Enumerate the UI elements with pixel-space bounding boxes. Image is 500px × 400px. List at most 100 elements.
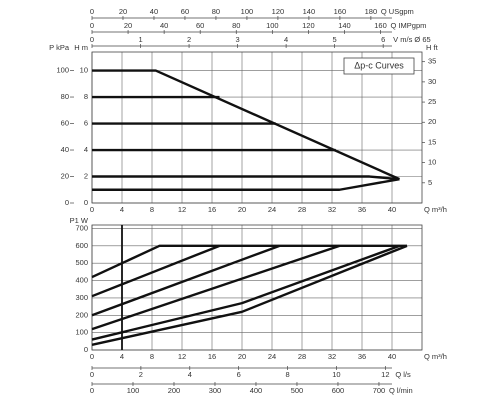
- curve: [91, 244, 340, 331]
- x-tick-label: 0: [90, 352, 94, 361]
- axis-tick-label: 200: [168, 386, 181, 395]
- y-tick-label: 300: [75, 293, 88, 302]
- axis-tick-label: 0: [90, 35, 94, 44]
- axis-label: Q USgpm: [381, 7, 414, 16]
- x-tick-label: 40: [388, 352, 396, 361]
- x-tick-label: 24: [268, 352, 276, 361]
- axis-tick-label: 0: [90, 370, 94, 379]
- axis-tick-label: 0: [90, 386, 94, 395]
- axis-tick-label: 0: [90, 7, 94, 16]
- left-tick-label: 20: [61, 171, 69, 180]
- curve: [91, 244, 400, 341]
- axis-tick-label: 0: [90, 21, 94, 30]
- axis-label: Q l/min: [389, 386, 413, 395]
- axis-tick-label: 300: [209, 386, 222, 395]
- y-axis-label: P1 W: [70, 216, 89, 225]
- x-tick-label: 20: [238, 352, 246, 361]
- axis-tick-label: 40: [160, 21, 168, 30]
- axis-tick-label: 500: [291, 386, 304, 395]
- axis-tick-label: 60: [181, 7, 189, 16]
- y-tick-label: 2: [84, 171, 88, 180]
- axis-tick-label: 20: [119, 7, 127, 16]
- axis-tick-label: 80: [212, 7, 220, 16]
- axis-label: Q IMPgpm: [391, 21, 427, 30]
- curve: [92, 177, 400, 191]
- axis-label: Q l/s: [395, 370, 411, 379]
- y-tick-label: 100: [75, 328, 88, 337]
- axis-tick-label: 5: [333, 35, 337, 44]
- y-tick-label: 600: [75, 241, 88, 250]
- x-axis-label: Q m³/h: [424, 205, 447, 214]
- axis-tick-label: 6: [381, 35, 385, 44]
- x-tick-label: 28: [298, 205, 306, 214]
- left-tick-label: 0: [65, 198, 69, 207]
- axis-tick-label: 40: [150, 7, 158, 16]
- curve: [91, 244, 220, 298]
- curve: [92, 69, 400, 181]
- axis-tick-label: 600: [332, 386, 345, 395]
- left-tick-label: 40: [61, 145, 69, 154]
- axis-tick-label: 10: [332, 370, 340, 379]
- axis-tick-label: 160: [374, 21, 387, 30]
- x-tick-label: 0: [90, 205, 94, 214]
- axis-tick-label: 3: [236, 35, 240, 44]
- y2-tick-label: 30: [428, 77, 436, 86]
- y2-tick-label: 15: [428, 137, 436, 146]
- axis-tick-label: 700: [373, 386, 386, 395]
- x-tick-label: 16: [208, 352, 216, 361]
- x-tick-label: 36: [358, 352, 366, 361]
- plot-frame: [91, 51, 423, 204]
- x-tick-label: 40: [388, 205, 396, 214]
- axis-tick-label: 2: [187, 35, 191, 44]
- left-tick-label: 60: [61, 119, 69, 128]
- axis-tick-label: 60: [196, 21, 204, 30]
- y2-tick-label: 25: [428, 97, 436, 106]
- x-tick-label: 8: [150, 352, 154, 361]
- y-tick-label: 0: [84, 345, 88, 354]
- y-tick-label: 700: [75, 223, 88, 232]
- axis-tick-label: 100: [241, 7, 254, 16]
- y-tick-label: 200: [75, 310, 88, 319]
- x-tick-label: 20: [238, 205, 246, 214]
- axis-tick-label: 120: [302, 21, 315, 30]
- axis-tick-label: 12: [381, 370, 389, 379]
- y-tick-label: 0: [84, 198, 88, 207]
- x-tick-label: 4: [120, 205, 124, 214]
- curve: [91, 244, 408, 346]
- curve: [92, 175, 400, 181]
- x-axis-label: Q m³/h: [424, 352, 447, 361]
- x-tick-label: 12: [178, 352, 186, 361]
- y-tick-label: 4: [84, 145, 88, 154]
- axis-tick-label: 120: [272, 7, 285, 16]
- y2-tick-label: 10: [428, 158, 436, 167]
- y2-axis-label: H ft: [426, 43, 439, 52]
- axis-tick-label: 160: [334, 7, 347, 16]
- left-tick-label: 100: [56, 66, 69, 75]
- axis-tick-label: 1: [138, 35, 142, 44]
- x-tick-label: 8: [150, 205, 154, 214]
- axis-tick-label: 100: [266, 21, 279, 30]
- axis-tick-label: 8: [285, 370, 289, 379]
- x-tick-label: 28: [298, 352, 306, 361]
- curve: [91, 244, 407, 279]
- axis-tick-label: 180: [365, 7, 378, 16]
- axis-tick-label: 20: [124, 21, 132, 30]
- axis-tick-label: 4: [188, 370, 192, 379]
- x-tick-label: 12: [178, 205, 186, 214]
- y-tick-label: 10: [80, 66, 88, 75]
- axis-tick-label: 400: [250, 386, 263, 395]
- y-tick-label: 8: [84, 92, 88, 101]
- plot-frame: [91, 224, 423, 351]
- y-axis-label: H m: [74, 43, 88, 52]
- left-tick-label: 80: [61, 92, 69, 101]
- x-tick-label: 32: [328, 352, 336, 361]
- curve: [91, 244, 280, 317]
- axis-tick-label: 6: [237, 370, 241, 379]
- x-tick-label: 4: [120, 352, 124, 361]
- x-tick-label: 16: [208, 205, 216, 214]
- axis-tick-label: 140: [338, 21, 351, 30]
- x-tick-label: 32: [328, 205, 336, 214]
- axis-tick-label: 4: [284, 35, 288, 44]
